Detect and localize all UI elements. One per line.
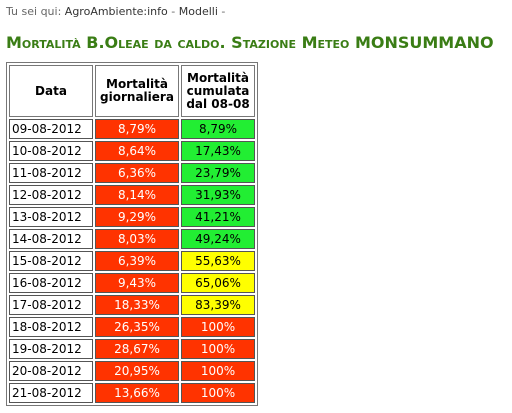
header-daily-mortality: Mortalità giornaliera xyxy=(95,65,179,117)
mortality-table: Data Mortalità giornaliera Mortalità cum… xyxy=(6,62,258,406)
date-cell: 12-08-2012 xyxy=(9,185,93,205)
cumulative-mortality-cell: 17,43% xyxy=(181,141,255,161)
table-row: 20-08-2012 20,95% 100% xyxy=(9,361,255,381)
cumulative-mortality-cell: 65,06% xyxy=(181,273,255,293)
table-body: 09-08-2012 8,79% 8,79% 10-08-2012 8,64% 17,43… xyxy=(9,119,255,403)
cumulative-mortality-cell: 55,63% xyxy=(181,251,255,271)
page-title: Mortalità B.Oleae da caldo. Stazione Met… xyxy=(6,33,494,52)
table-row: 09-08-2012 8,79% 8,79% xyxy=(9,119,255,139)
cumulative-mortality-cell: 100% xyxy=(181,339,255,359)
daily-mortality-cell: 6,39% xyxy=(95,251,179,271)
daily-mortality-cell: 26,35% xyxy=(95,317,179,337)
table-row: 10-08-2012 8,64% 17,43% xyxy=(9,141,255,161)
date-cell: 10-08-2012 xyxy=(9,141,93,161)
header-date: Data xyxy=(9,65,93,117)
table-row: 21-08-2012 13,66% 100% xyxy=(9,383,255,403)
daily-mortality-cell: 8,03% xyxy=(95,229,179,249)
cumulative-mortality-cell: 23,79% xyxy=(181,163,255,183)
cumulative-mortality-cell: 49,24% xyxy=(181,229,255,249)
header-daily-line2: giornaliera xyxy=(100,90,174,104)
table-row: 13-08-2012 9,29% 41,21% xyxy=(9,207,255,227)
header-date-label: Data xyxy=(35,83,67,98)
daily-mortality-cell: 9,43% xyxy=(95,273,179,293)
table-row: 14-08-2012 8,03% 49,24% xyxy=(9,229,255,249)
daily-mortality-cell: 8,64% xyxy=(95,141,179,161)
table-row: 15-08-2012 6,39% 55,63% xyxy=(9,251,255,271)
date-cell: 14-08-2012 xyxy=(9,229,93,249)
daily-mortality-cell: 20,95% xyxy=(95,361,179,381)
breadcrumb-link-agroambiente[interactable]: AgroAmbiente:info xyxy=(64,5,168,18)
date-cell: 21-08-2012 xyxy=(9,383,93,403)
cumulative-mortality-cell: 100% xyxy=(181,383,255,403)
daily-mortality-cell: 18,33% xyxy=(95,295,179,315)
breadcrumb-prefix: Tu sei qui: xyxy=(6,5,62,18)
date-cell: 20-08-2012 xyxy=(9,361,93,381)
cumulative-mortality-cell: 31,93% xyxy=(181,185,255,205)
header-cum-line2: cumulata xyxy=(186,83,250,98)
cumulative-mortality-cell: 100% xyxy=(181,317,255,337)
date-cell: 17-08-2012 xyxy=(9,295,93,315)
date-cell: 13-08-2012 xyxy=(9,207,93,227)
table-row: 12-08-2012 8,14% 31,93% xyxy=(9,185,255,205)
daily-mortality-cell: 28,67% xyxy=(95,339,179,359)
daily-mortality-cell: 8,14% xyxy=(95,185,179,205)
breadcrumb-separator: - xyxy=(171,5,176,18)
header-cum-line3: dal 08-08 xyxy=(186,96,250,111)
breadcrumb: Tu sei qui: AgroAmbiente:info - Modelli … xyxy=(6,5,225,18)
daily-mortality-cell: 9,29% xyxy=(95,207,179,227)
table-row: 19-08-2012 28,67% 100% xyxy=(9,339,255,359)
cumulative-mortality-cell: 41,21% xyxy=(181,207,255,227)
table-header-row: Data Mortalità giornaliera Mortalità cum… xyxy=(9,65,255,117)
date-cell: 15-08-2012 xyxy=(9,251,93,271)
daily-mortality-cell: 8,79% xyxy=(95,119,179,139)
header-cumulative-mortality: Mortalità cumulata dal 08-08 xyxy=(181,65,255,117)
date-cell: 18-08-2012 xyxy=(9,317,93,337)
breadcrumb-link-modelli[interactable]: Modelli xyxy=(178,5,218,18)
daily-mortality-cell: 6,36% xyxy=(95,163,179,183)
daily-mortality-cell: 13,66% xyxy=(95,383,179,403)
cumulative-mortality-cell: 8,79% xyxy=(181,119,255,139)
table-row: 16-08-2012 9,43% 65,06% xyxy=(9,273,255,293)
header-daily-line1: Mortalità xyxy=(106,77,168,91)
header-cum-line1: Mortalità xyxy=(187,70,249,85)
date-cell: 16-08-2012 xyxy=(9,273,93,293)
breadcrumb-separator: - xyxy=(221,5,226,18)
table-row: 11-08-2012 6,36% 23,79% xyxy=(9,163,255,183)
date-cell: 11-08-2012 xyxy=(9,163,93,183)
date-cell: 09-08-2012 xyxy=(9,119,93,139)
cumulative-mortality-cell: 100% xyxy=(181,361,255,381)
table-row: 17-08-2012 18,33% 83,39% xyxy=(9,295,255,315)
date-cell: 19-08-2012 xyxy=(9,339,93,359)
table-row: 18-08-2012 26,35% 100% xyxy=(9,317,255,337)
cumulative-mortality-cell: 83,39% xyxy=(181,295,255,315)
